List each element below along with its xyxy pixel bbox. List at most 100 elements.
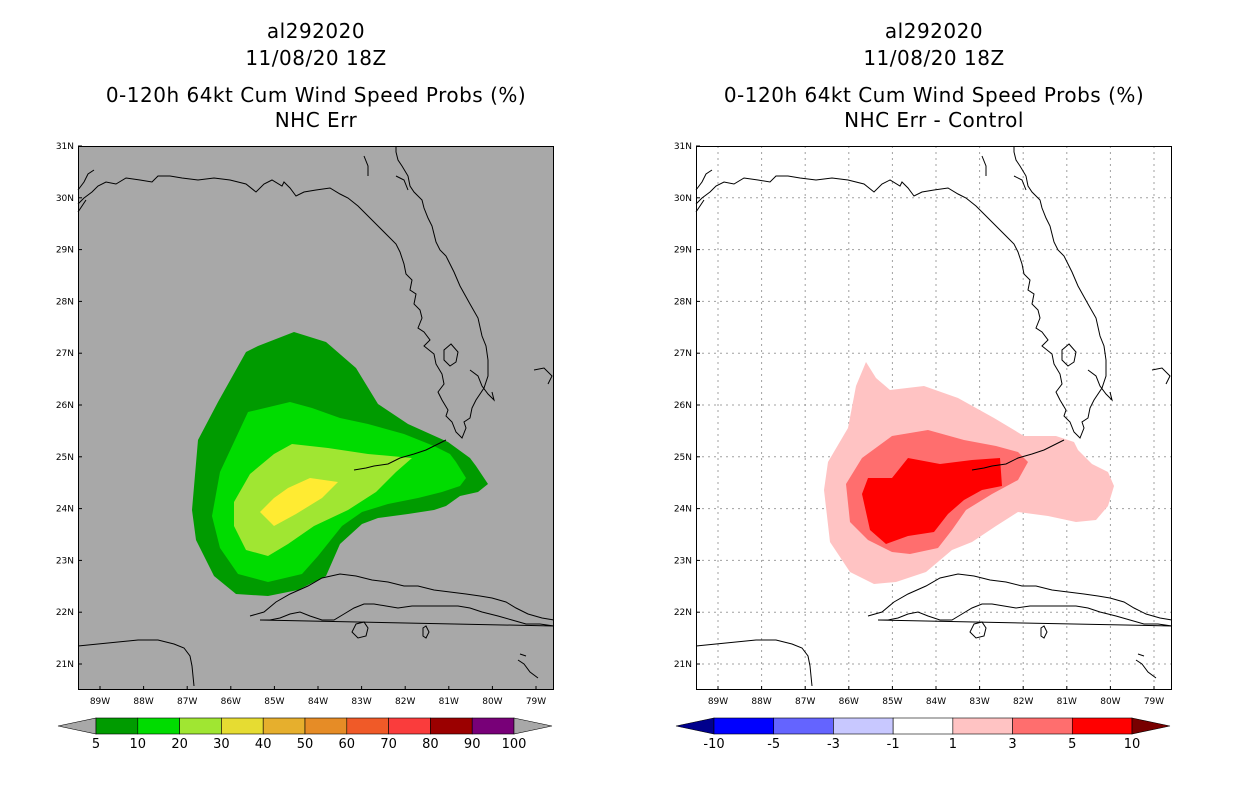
colorbar-swatch [952, 717, 1013, 735]
colorbar-label: -3 [827, 737, 840, 752]
colorbar-max-arrow [1131, 717, 1171, 735]
lon-tick-label: 81W [439, 697, 459, 707]
contour-5-10 [862, 458, 1002, 544]
lon-tick-label: 84W [308, 697, 328, 707]
colorbar-label: -5 [767, 737, 780, 752]
lat-tick-label: 24N [56, 505, 74, 515]
right-title-product: 0-120h 64kt Cum Wind Speed Probs (%) [723, 83, 1145, 107]
lon-tick-label: 89W [708, 697, 728, 707]
colorbar-label: 50 [297, 737, 314, 752]
lat-tick-label: 21N [56, 660, 74, 670]
lat-tick-label: 30N [674, 194, 692, 204]
right-ticks: 31N 30N 29N 28N 27N 26N 25N 24N 23N 22N 21N 89W 88W 8… [674, 142, 1164, 707]
colorbar-label: 20 [171, 737, 188, 752]
lat-tick-label: 29N [56, 246, 74, 256]
lon-tick-label: 82W [395, 697, 415, 707]
colorbar-swatch [430, 717, 473, 735]
left-title: al292020 11/08/20 18Z 0-120h 64kt Cum Wi… [78, 18, 554, 134]
left-title-storm: al292020 [266, 19, 366, 43]
left-title-model: NHC Err [274, 108, 358, 132]
lat-tick-label: 31N [56, 142, 74, 152]
lon-tick-label: 87W [795, 697, 815, 707]
lon-tick-label: 86W [839, 697, 859, 707]
left-ticks: 31N 30N 29N 28N 27N 26N 25N 24N 23N 22N 21N 89W 88W 8… [56, 142, 546, 707]
colorbar-label: 100 [502, 737, 527, 752]
lat-tick-label: 30N [56, 194, 74, 204]
lat-tick-label: 24N [674, 505, 692, 515]
colorbar-max-arrow [513, 717, 553, 735]
colorbar-label: -1 [887, 737, 900, 752]
right-map-frame [696, 146, 1172, 690]
lon-tick-label: 85W [264, 697, 284, 707]
lat-tick-label: 22N [674, 608, 692, 618]
lat-tick-label: 31N [674, 142, 692, 152]
lat-tick-label: 27N [674, 349, 692, 359]
colorbar-label: 1 [949, 737, 957, 752]
colorbar-swatch [221, 717, 264, 735]
lat-tick-label: 27N [56, 349, 74, 359]
lon-tick-label: 80W [1100, 697, 1120, 707]
colorbar-swatch [137, 717, 180, 735]
lon-tick-label: 89W [90, 697, 110, 707]
left-map-panel: 31N 30N 29N 28N 27N 26N 25N 24N 23N 22N 21N 89W 88W 8… [56, 142, 555, 707]
colorbar-label: 5 [1068, 737, 1076, 752]
lon-tick-label: 81W [1057, 697, 1077, 707]
right-title-model: NHC Err - Control [844, 108, 1024, 132]
colorbar-label: 80 [422, 737, 439, 752]
lon-tick-label: 85W [882, 697, 902, 707]
colorbar-swatch [471, 717, 515, 735]
colorbar-min-arrow [675, 717, 715, 735]
colorbar-label: 30 [213, 737, 230, 752]
left-map-frame [78, 146, 554, 690]
left-title-product: 0-120h 64kt Cum Wind Speed Probs (%) [105, 83, 527, 107]
lat-tick-label: 26N [56, 401, 74, 411]
colorbar-swatch [179, 717, 222, 735]
colorbar-swatch [833, 717, 894, 735]
lat-tick-label: 29N [674, 246, 692, 256]
colorbar-label: -10 [703, 737, 724, 752]
lon-tick-label: 84W [926, 697, 946, 707]
right-map-panel: 31N 30N 29N 28N 27N 26N 25N 24N 23N 22N 21N 89W 88W 8… [674, 142, 1173, 707]
colorbar-min-arrow [57, 717, 97, 735]
colorbar-swatch [388, 717, 431, 735]
colorbar-swatch [346, 717, 389, 735]
colorbar-swatch [95, 717, 139, 735]
colorbar-swatch [1071, 717, 1133, 735]
lat-tick-label: 21N [674, 660, 692, 670]
lat-tick-label: 28N [674, 297, 692, 307]
lon-tick-label: 83W [969, 697, 989, 707]
right-title-date: 11/08/20 18Z [863, 46, 1005, 70]
right-title-storm: al292020 [884, 19, 984, 43]
colorbar-label: 60 [339, 737, 356, 752]
right-colorbar: -10 -5 -3 -1 1 3 5 10 [675, 717, 1171, 752]
colorbar-swatch [304, 717, 348, 735]
lon-tick-label: 79W [1144, 697, 1164, 707]
lon-tick-label: 79W [526, 697, 546, 707]
lon-tick-label: 88W [751, 697, 771, 707]
lat-tick-label: 28N [56, 297, 74, 307]
colorbar-label: 10 [130, 737, 147, 752]
contour-30-40 [260, 478, 338, 526]
lat-tick-label: 25N [674, 453, 692, 463]
colorbar-swatch [773, 717, 834, 735]
lon-tick-label: 80W [482, 697, 502, 707]
lat-tick-label: 26N [674, 401, 692, 411]
left-title-date: 11/08/20 18Z [245, 46, 387, 70]
colorbar-swatch [713, 717, 775, 735]
colorbar-label: 90 [464, 737, 481, 752]
right-gridlines [696, 146, 1172, 690]
lat-tick-label: 23N [56, 556, 74, 566]
colorbar-label: 40 [255, 737, 272, 752]
colorbar-swatch [892, 717, 954, 735]
lat-tick-label: 23N [674, 556, 692, 566]
colorbar-label: 10 [1124, 737, 1141, 752]
lat-tick-label: 25N [56, 453, 74, 463]
lon-tick-label: 87W [177, 697, 197, 707]
colorbar-swatch [1012, 717, 1073, 735]
lon-tick-label: 83W [351, 697, 371, 707]
right-title: al292020 11/08/20 18Z 0-120h 64kt Cum Wi… [696, 18, 1172, 134]
left-colorbar: 5 10 20 30 40 50 60 70 80 90 100 [57, 717, 553, 752]
lat-tick-label: 22N [56, 608, 74, 618]
lon-tick-label: 86W [221, 697, 241, 707]
